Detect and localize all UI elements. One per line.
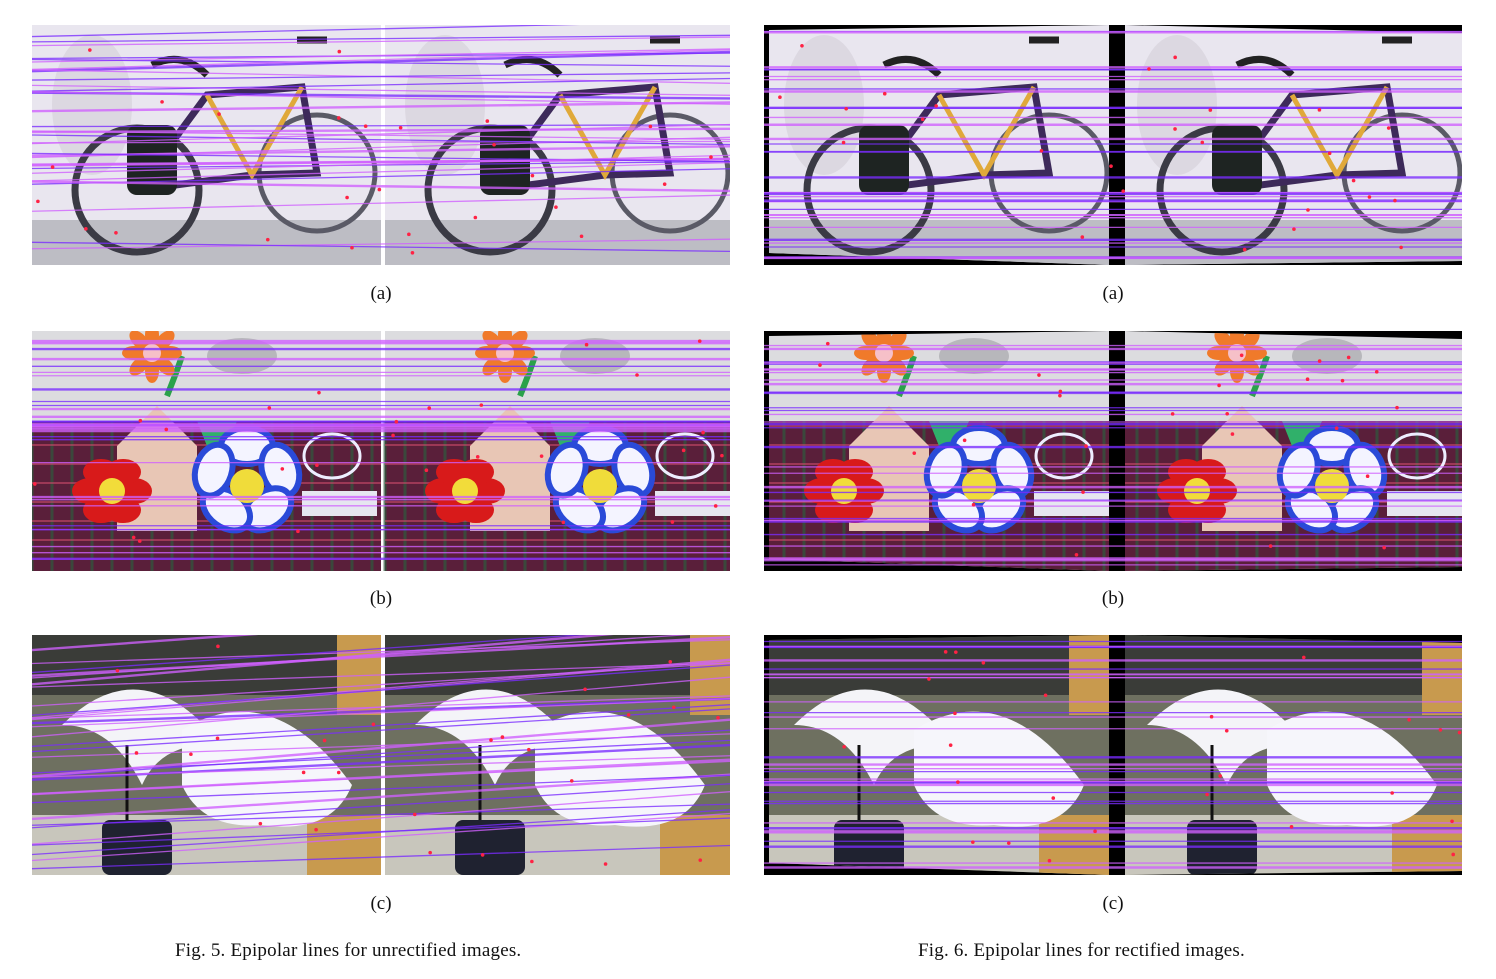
fig5-caption: Fig. 5. Epipolar lines for unrectified i… [175, 940, 522, 961]
fig6-panel-b [764, 331, 1462, 571]
fig5-label-b: (b) [369, 588, 393, 609]
fig6-label-a: (a) [1102, 283, 1124, 304]
fig5-panel-b [32, 331, 730, 571]
fig6-caption: Fig. 6. Epipolar lines for rectified ima… [918, 940, 1245, 961]
fig6-panel-c [764, 635, 1462, 875]
fig5-panel-c [32, 635, 730, 875]
fig6-label-b: (b) [1101, 588, 1125, 609]
fig5-label-c: (c) [370, 893, 392, 914]
fig5-panel-a [32, 25, 730, 265]
fig6-label-c: (c) [1102, 893, 1124, 914]
fig6-panel-a [764, 25, 1462, 265]
fig5-label-a: (a) [370, 283, 392, 304]
